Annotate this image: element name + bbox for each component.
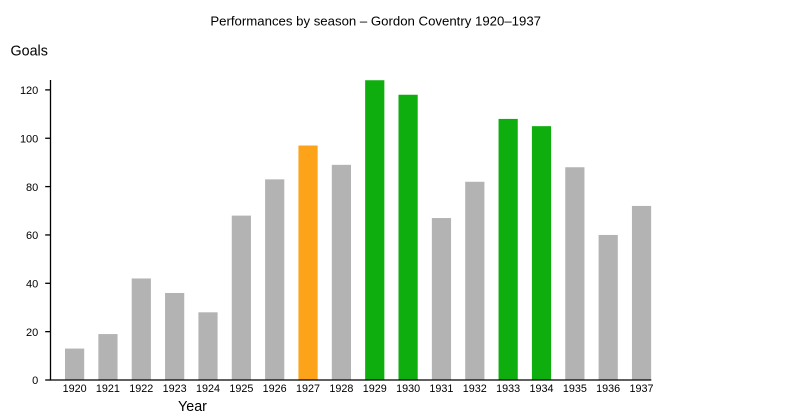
svg-text:1923: 1923 [163, 383, 187, 395]
svg-text:1921: 1921 [96, 383, 120, 395]
svg-text:1927: 1927 [296, 383, 320, 395]
svg-text:1935: 1935 [563, 383, 587, 395]
svg-text:20: 20 [26, 327, 38, 339]
svg-text:1936: 1936 [596, 383, 620, 395]
svg-text:1925: 1925 [229, 383, 253, 395]
svg-text:1934: 1934 [529, 383, 553, 395]
svg-text:60: 60 [26, 230, 38, 242]
svg-text:0: 0 [32, 375, 38, 387]
svg-text:Year: Year [178, 399, 207, 415]
svg-text:80: 80 [26, 182, 38, 194]
svg-text:40: 40 [26, 279, 38, 291]
svg-text:1924: 1924 [196, 383, 220, 395]
svg-text:1930: 1930 [396, 383, 420, 395]
svg-text:1920: 1920 [63, 383, 87, 395]
svg-text:1932: 1932 [463, 383, 487, 395]
svg-text:120: 120 [20, 85, 38, 97]
svg-text:Performances by season – Gordo: Performances by season – Gordon Coventry… [210, 14, 541, 29]
svg-text:1922: 1922 [129, 383, 153, 395]
svg-text:1929: 1929 [363, 383, 387, 395]
svg-text:100: 100 [20, 133, 38, 145]
svg-text:Goals: Goals [11, 44, 48, 60]
svg-text:1933: 1933 [496, 383, 520, 395]
svg-text:1931: 1931 [429, 383, 453, 395]
svg-text:1937: 1937 [630, 383, 654, 395]
svg-text:1928: 1928 [329, 383, 353, 395]
svg-text:1926: 1926 [263, 383, 287, 395]
